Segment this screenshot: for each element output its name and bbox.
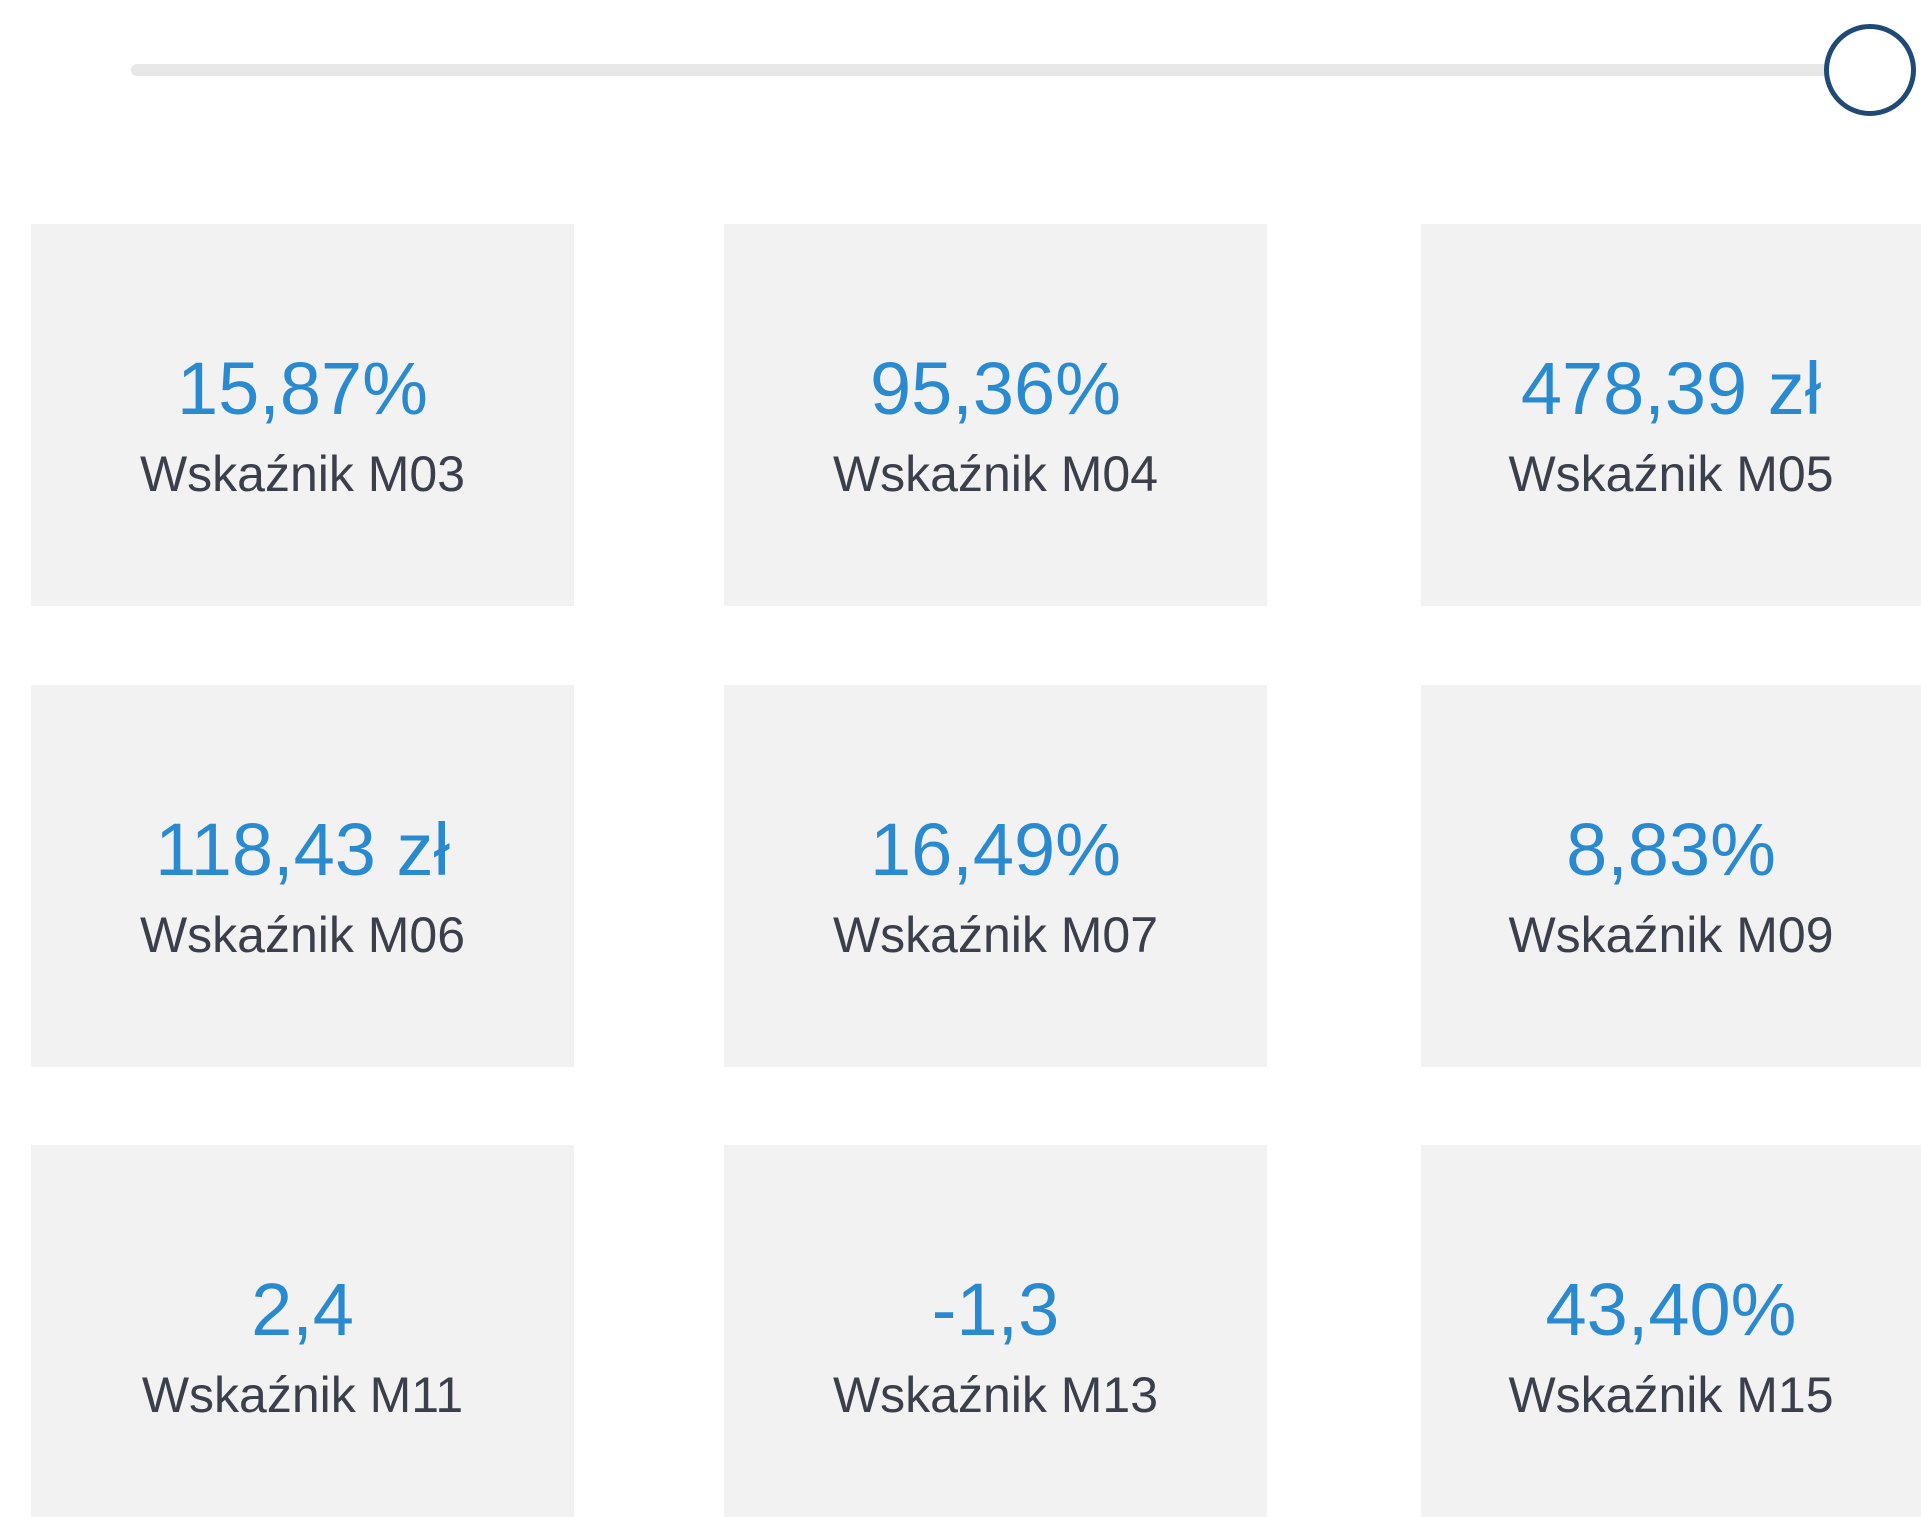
slider-track <box>131 64 1871 76</box>
metric-value: 2,4 <box>251 1268 354 1351</box>
metric-card: 95,36% Wskaźnik M04 <box>724 224 1267 606</box>
metric-label: Wskaźnik M15 <box>1508 1367 1834 1423</box>
metric-value: 15,87% <box>177 347 428 430</box>
metric-value: 16,49% <box>870 808 1121 891</box>
metric-card: 15,87% Wskaźnik M03 <box>31 224 574 606</box>
metric-label: Wskaźnik M04 <box>832 446 1159 502</box>
metric-card: 118,43 zł Wskaźnik M06 <box>31 685 574 1067</box>
metric-label: Wskaźnik M07 <box>832 907 1159 963</box>
metric-label: Wskaźnik M13 <box>832 1367 1159 1423</box>
metric-value: -1,3 <box>931 1268 1060 1351</box>
metric-card: 2,4 Wskaźnik M11 <box>31 1145 574 1517</box>
metric-value: 478,39 zł <box>1520 347 1822 430</box>
metric-value: 43,40% <box>1545 1268 1797 1351</box>
metric-card: 8,83% Wskaźnik M09 <box>1421 685 1921 1067</box>
metric-card: 478,39 zł Wskaźnik M05 <box>1421 224 1921 606</box>
metric-card: 16,49% Wskaźnik M07 <box>724 685 1267 1067</box>
metric-value: 95,36% <box>870 347 1121 430</box>
slider-handle[interactable] <box>1824 24 1916 116</box>
metric-label: Wskaźnik M06 <box>139 907 466 963</box>
metric-value: 8,83% <box>1566 808 1776 891</box>
metric-card: -1,3 Wskaźnik M13 <box>724 1145 1267 1517</box>
metric-label: Wskaźnik M05 <box>1508 446 1834 502</box>
metric-label: Wskaźnik M03 <box>139 446 466 502</box>
metric-label: Wskaźnik M11 <box>141 1367 464 1423</box>
metric-value: 118,43 zł <box>155 808 450 891</box>
metric-card: 43,40% Wskaźnik M15 <box>1421 1145 1921 1517</box>
metric-label: Wskaźnik M09 <box>1508 907 1834 963</box>
